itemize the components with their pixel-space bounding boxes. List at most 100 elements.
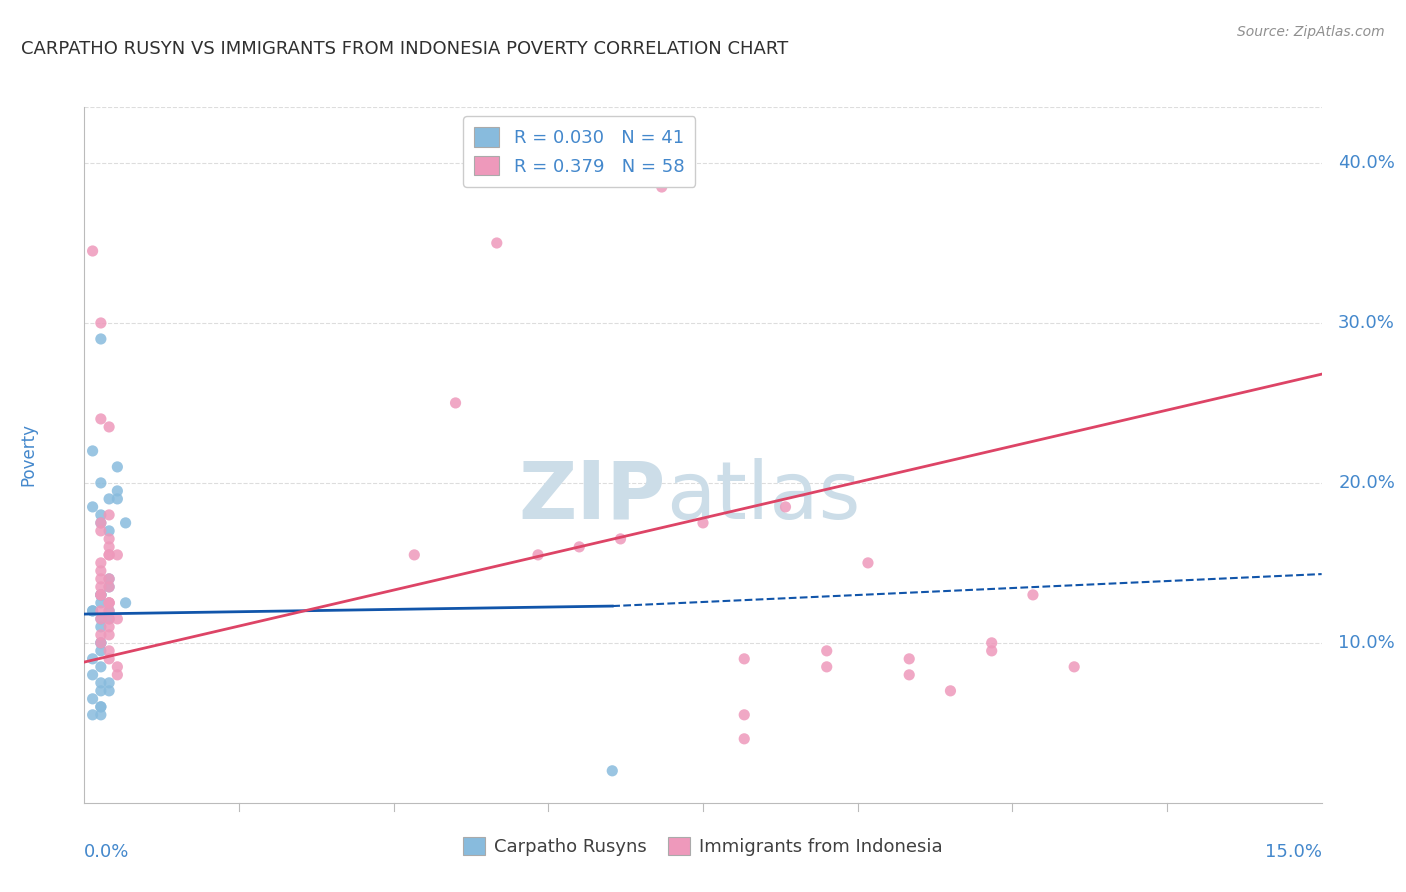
Point bbox=[98, 620, 121, 634]
Point bbox=[815, 660, 838, 674]
Point bbox=[90, 660, 112, 674]
Point bbox=[98, 676, 121, 690]
Point bbox=[98, 604, 121, 618]
Point bbox=[485, 235, 508, 250]
Point bbox=[105, 491, 128, 506]
Point bbox=[444, 396, 467, 410]
Point bbox=[105, 459, 128, 474]
Point bbox=[90, 580, 112, 594]
Point bbox=[733, 652, 755, 666]
Point bbox=[105, 548, 128, 562]
Point bbox=[90, 516, 112, 530]
Point bbox=[775, 500, 797, 514]
Point bbox=[980, 636, 1002, 650]
Point bbox=[90, 612, 112, 626]
Point bbox=[82, 691, 104, 706]
Point bbox=[98, 683, 121, 698]
Point bbox=[98, 524, 121, 538]
Point bbox=[105, 660, 128, 674]
Point bbox=[82, 668, 104, 682]
Point bbox=[90, 524, 112, 538]
Point bbox=[90, 628, 112, 642]
Point bbox=[90, 588, 112, 602]
Point bbox=[90, 676, 112, 690]
Text: CARPATHO RUSYN VS IMMIGRANTS FROM INDONESIA POVERTY CORRELATION CHART: CARPATHO RUSYN VS IMMIGRANTS FROM INDONE… bbox=[21, 40, 789, 58]
Point bbox=[90, 644, 112, 658]
Point bbox=[90, 699, 112, 714]
Point bbox=[82, 444, 104, 458]
Point bbox=[90, 588, 112, 602]
Point bbox=[568, 540, 591, 554]
Point bbox=[98, 540, 121, 554]
Point bbox=[651, 180, 673, 194]
Point bbox=[90, 316, 112, 330]
Point bbox=[98, 652, 121, 666]
Point bbox=[898, 668, 921, 682]
Point bbox=[82, 652, 104, 666]
Point bbox=[98, 420, 121, 434]
Text: 0.0%: 0.0% bbox=[84, 843, 129, 861]
Point bbox=[98, 548, 121, 562]
Point bbox=[815, 644, 838, 658]
Point bbox=[114, 516, 136, 530]
Point bbox=[90, 636, 112, 650]
Point bbox=[980, 644, 1002, 658]
Point bbox=[98, 596, 121, 610]
Point bbox=[90, 604, 112, 618]
Text: 15.0%: 15.0% bbox=[1264, 843, 1322, 861]
Point bbox=[98, 596, 121, 610]
Point bbox=[105, 612, 128, 626]
Text: atlas: atlas bbox=[666, 458, 860, 536]
Point bbox=[98, 644, 121, 658]
Point bbox=[90, 564, 112, 578]
Point bbox=[90, 683, 112, 698]
Point bbox=[98, 580, 121, 594]
Point bbox=[90, 508, 112, 522]
Point bbox=[90, 707, 112, 722]
Point bbox=[90, 475, 112, 490]
Text: 10.0%: 10.0% bbox=[1339, 634, 1395, 652]
Point bbox=[939, 683, 962, 698]
Point bbox=[90, 612, 112, 626]
Point bbox=[600, 764, 623, 778]
Text: Poverty: Poverty bbox=[20, 424, 38, 486]
Point bbox=[98, 508, 121, 522]
Point bbox=[98, 572, 121, 586]
Point bbox=[98, 604, 121, 618]
Text: 20.0%: 20.0% bbox=[1339, 474, 1395, 491]
Point bbox=[90, 516, 112, 530]
Point bbox=[98, 628, 121, 642]
Point bbox=[82, 244, 104, 258]
Point bbox=[105, 668, 128, 682]
Point bbox=[82, 707, 104, 722]
Point bbox=[898, 652, 921, 666]
Point bbox=[98, 532, 121, 546]
Point bbox=[609, 532, 631, 546]
Point bbox=[90, 332, 112, 346]
Point bbox=[527, 548, 550, 562]
Point bbox=[98, 596, 121, 610]
Point bbox=[98, 491, 121, 506]
Point bbox=[98, 580, 121, 594]
Point bbox=[90, 556, 112, 570]
Text: 30.0%: 30.0% bbox=[1339, 314, 1395, 332]
Point bbox=[82, 604, 104, 618]
Text: Source: ZipAtlas.com: Source: ZipAtlas.com bbox=[1237, 25, 1385, 39]
Point bbox=[733, 731, 755, 746]
Point bbox=[98, 612, 121, 626]
Text: ZIP: ZIP bbox=[519, 458, 666, 536]
Point bbox=[90, 636, 112, 650]
Point bbox=[90, 588, 112, 602]
Point bbox=[1022, 588, 1045, 602]
Point bbox=[105, 483, 128, 498]
Point bbox=[98, 612, 121, 626]
Point bbox=[856, 556, 879, 570]
Point bbox=[733, 707, 755, 722]
Point bbox=[90, 588, 112, 602]
Point bbox=[1063, 660, 1085, 674]
Text: 40.0%: 40.0% bbox=[1339, 154, 1395, 172]
Point bbox=[90, 620, 112, 634]
Point bbox=[98, 548, 121, 562]
Point bbox=[90, 596, 112, 610]
Point bbox=[90, 588, 112, 602]
